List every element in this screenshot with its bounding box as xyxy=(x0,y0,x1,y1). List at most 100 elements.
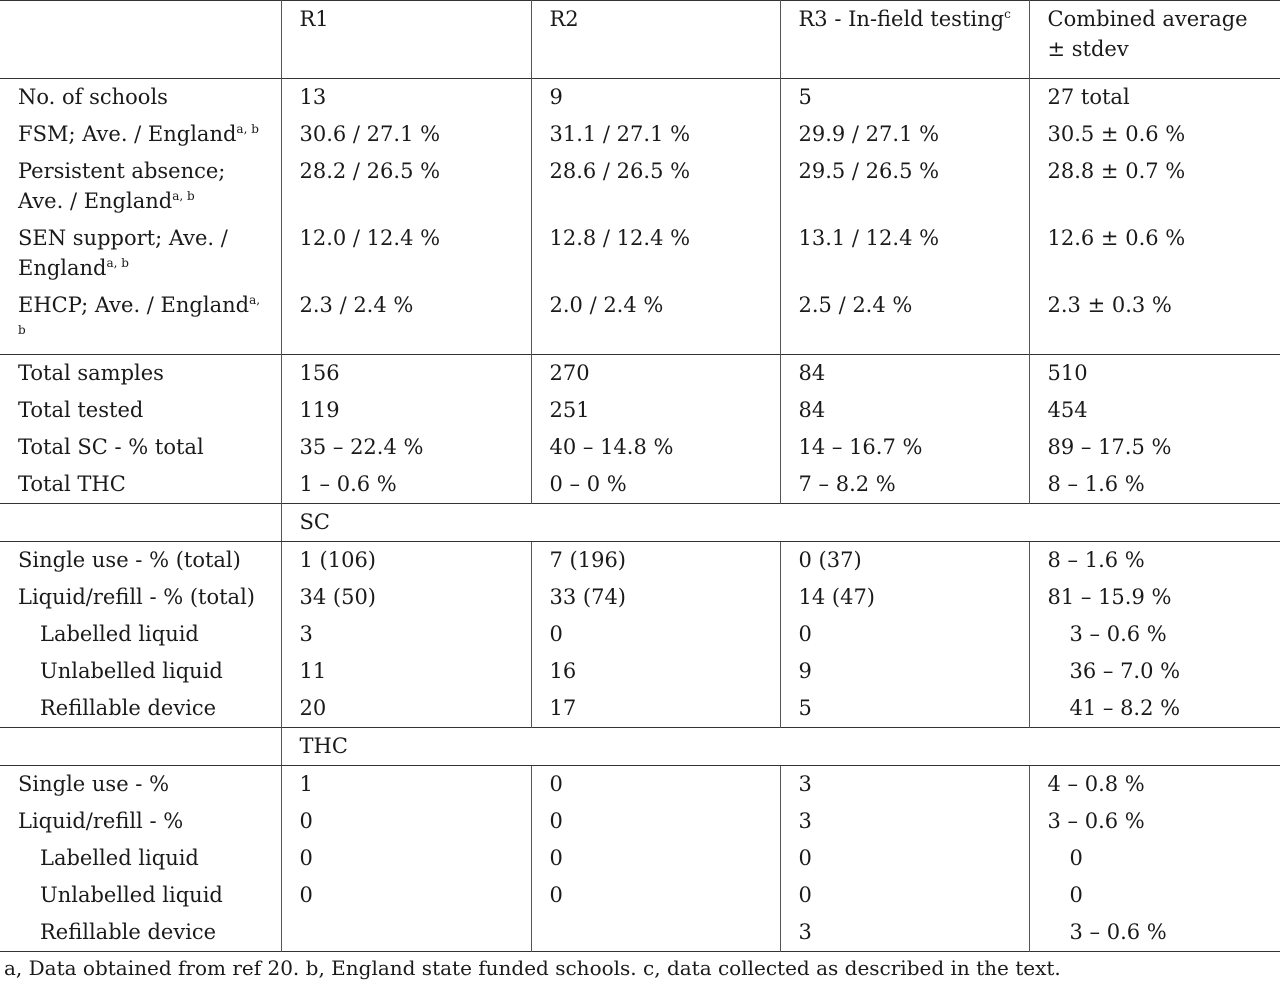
row-label: SEN support; Ave. / Englanda, b xyxy=(0,220,281,287)
table-cell xyxy=(530,914,780,952)
table-cell: 4 – 0.8 % xyxy=(1028,765,1280,803)
table-cell: 29.5 / 26.5 % xyxy=(779,153,1029,220)
cell-text: 0 (37) xyxy=(798,548,862,572)
table-cell: 0 xyxy=(779,877,1029,914)
section-label-empty xyxy=(0,727,281,766)
table-cell: 270 xyxy=(530,354,780,392)
table-cell: 7 (196) xyxy=(530,541,780,579)
table-cell: 1 xyxy=(280,765,531,803)
cell-text: THC xyxy=(299,734,348,758)
cell-text: 0 xyxy=(549,883,563,907)
cell-text: 7 – 8.2 % xyxy=(798,472,896,496)
table-row: EHCP; Ave. / Englanda, b 2.3 / 2.4 % 2.0 /… xyxy=(0,287,1280,355)
table-cell: 454 xyxy=(1028,392,1280,429)
cell-text: FSM; Ave. / England xyxy=(18,122,237,146)
cell-text: Total tested xyxy=(18,398,144,422)
table-row: SEN support; Ave. / Englanda, b 12.0 / 12… xyxy=(0,220,1280,287)
table-row: Unlabelled liquid 11 16 9 36 – 7.0 % xyxy=(0,653,1280,690)
cell-text: Unlabelled liquid xyxy=(40,883,223,907)
table-cell: 41 – 8.2 % xyxy=(1028,690,1280,728)
cell-text: Persistent absence; Ave. / England xyxy=(18,159,226,213)
table-cell: 8 – 1.6 % xyxy=(1028,541,1280,579)
cell-text: 13.1 / 12.4 % xyxy=(798,226,940,250)
table-row: Total tested 119 251 84 454 xyxy=(0,392,1280,429)
cell-text: 8 – 1.6 % xyxy=(1047,472,1145,496)
cell-text: 0 – 0 % xyxy=(549,472,627,496)
table-cell: 3 xyxy=(280,616,531,653)
table-cell: 0 (37) xyxy=(779,541,1029,579)
row-label: FSM; Ave. / Englanda, b xyxy=(0,116,281,153)
cell-text: 20 xyxy=(299,696,327,720)
table-cell: 0 xyxy=(530,803,780,840)
cell-text: Labelled liquid xyxy=(40,846,199,870)
cell-text: 28.2 / 26.5 % xyxy=(299,159,441,183)
cell-text: 5 xyxy=(798,696,812,720)
cell-text: 0 xyxy=(299,846,313,870)
table-cell: 84 xyxy=(779,354,1029,392)
cell-text: 31.1 / 27.1 % xyxy=(549,122,691,146)
cell-text: 2.3 ± 0.3 % xyxy=(1047,293,1172,317)
cell-text: 3 – 0.6 % xyxy=(1047,809,1145,833)
cell-text: 454 xyxy=(1047,398,1088,422)
table-cell: 36 – 7.0 % xyxy=(1028,653,1280,690)
cell-text: Total THC xyxy=(18,472,126,496)
table-cell: 17 xyxy=(530,690,780,728)
cell-text: 17 xyxy=(549,696,577,720)
table-row: Labelled liquid 0 0 0 0 xyxy=(0,840,1280,877)
table-cell: 12.0 / 12.4 % xyxy=(280,220,531,287)
cell-text: 119 xyxy=(299,398,340,422)
table-row: No. of schools 13 9 5 27 total xyxy=(0,78,1280,116)
cell-text: 34 (50) xyxy=(299,585,377,609)
cell-text: 0 xyxy=(549,622,563,646)
cell-text: SEN support; Ave. / England xyxy=(18,226,228,280)
row-label: Persistent absence; Ave. / Englanda, b xyxy=(0,153,281,220)
cell-text: Liquid/refill - % (total) xyxy=(18,585,255,609)
cell-text: 2.3 / 2.4 % xyxy=(299,293,414,317)
cell-text: Refillable device xyxy=(40,696,217,720)
cell-text: 0 xyxy=(1069,846,1083,870)
table-cell: 34 (50) xyxy=(280,579,531,616)
table-cell: 3 xyxy=(779,765,1029,803)
header-cell: Combined average ± stdev xyxy=(1028,0,1280,79)
footnote: a, Data obtained from ref 20. b, England… xyxy=(4,956,1061,980)
row-label: Total SC - % total xyxy=(0,429,281,466)
cell-text: 81 – 15.9 % xyxy=(1047,585,1172,609)
table-cell: 3 – 0.6 % xyxy=(1028,803,1280,840)
table-cell: 30.6 / 27.1 % xyxy=(280,116,531,153)
cell-text: 7 (196) xyxy=(549,548,627,572)
table-cell: 0 xyxy=(530,616,780,653)
cell-text: 2.5 / 2.4 % xyxy=(798,293,913,317)
superscript: a, b xyxy=(106,256,129,270)
cell-text: 28.8 ± 0.7 % xyxy=(1047,159,1186,183)
cell-text: 156 xyxy=(299,361,340,385)
table-cell: 0 – 0 % xyxy=(530,466,780,504)
table-cell: 14 (47) xyxy=(779,579,1029,616)
cell-text: EHCP; Ave. / England xyxy=(18,293,250,317)
row-label: Unlabelled liquid xyxy=(0,653,281,690)
cell-text: 0 xyxy=(549,846,563,870)
table-cell: 81 – 15.9 % xyxy=(1028,579,1280,616)
cell-text: No. of schools xyxy=(18,85,168,109)
cell-text: Unlabelled liquid xyxy=(40,659,223,683)
table-cell: 0 xyxy=(779,616,1029,653)
table-cell: 1 (106) xyxy=(280,541,531,579)
section-row: SC xyxy=(0,503,1280,542)
row-label: Labelled liquid xyxy=(0,616,281,653)
table-cell: 28.8 ± 0.7 % xyxy=(1028,153,1280,220)
superscript: c xyxy=(1004,7,1011,21)
cell-text: SC xyxy=(299,510,330,534)
table-cell: 40 – 14.8 % xyxy=(530,429,780,466)
table-cell: 13.1 / 12.4 % xyxy=(779,220,1029,287)
cell-text: 33 (74) xyxy=(549,585,627,609)
cell-text: 30.6 / 27.1 % xyxy=(299,122,441,146)
cell-text: 0 xyxy=(549,809,563,833)
header-cell: R1 xyxy=(280,0,531,79)
table-cell: 29.9 / 27.1 % xyxy=(779,116,1029,153)
table-cell: 13 xyxy=(280,78,531,116)
cell-text: Refillable device xyxy=(40,920,217,944)
cell-text: Labelled liquid xyxy=(40,622,199,646)
cell-text: Single use - % (total) xyxy=(18,548,241,572)
table-cell: 5 xyxy=(779,78,1029,116)
table-cell: 11 xyxy=(280,653,531,690)
table-cell: 31.1 / 27.1 % xyxy=(530,116,780,153)
